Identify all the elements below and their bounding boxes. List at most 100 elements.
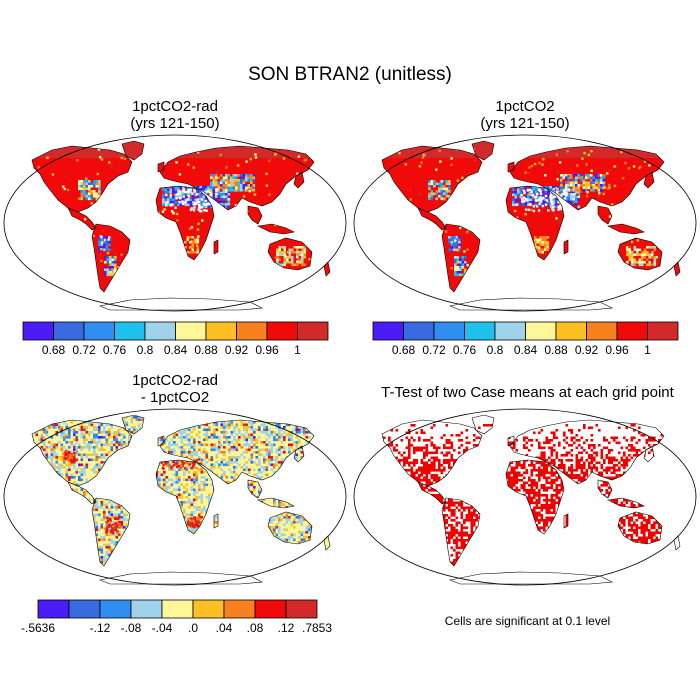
colorbar-diff-label: .7853	[302, 621, 332, 635]
coast-africa	[505, 185, 565, 261]
coastlines	[381, 140, 681, 311]
colorbar-rad-label: 0.84	[164, 343, 188, 357]
coast-eurasia	[509, 145, 665, 211]
coast-japan	[293, 445, 305, 463]
colorbar-rad-label: 0.72	[72, 343, 96, 357]
coast-australia	[617, 237, 663, 271]
colorbar-diff-label: -.12	[90, 621, 111, 635]
colorbar-rad: 0.68 0.72 0.76 0.8 0.84 0.88 0.92 0.96 1	[22, 321, 329, 357]
colorbar-diff-label: .04	[216, 621, 233, 635]
colorbar-ctl-label: 1	[644, 343, 651, 357]
panel-title-ctl-line1: 1pctCO2	[495, 98, 555, 115]
panel-title-ctl: 1pctCO2 (yrs 121-150)	[410, 98, 640, 132]
colorbar-diff-swatch	[223, 599, 256, 619]
colorbar-rad-swatch	[297, 321, 329, 341]
map-ttest	[353, 408, 697, 586]
colorbar-rad-label: 1	[294, 343, 301, 357]
coast-madagascar	[563, 239, 569, 255]
colorbar-rad-swatch	[83, 321, 115, 341]
colorbar-rad-label: 0.92	[225, 343, 249, 357]
coast-namerica	[31, 419, 133, 487]
coast-japan	[643, 171, 655, 189]
coast-uk	[507, 161, 515, 173]
colorbar-ctl-swatch	[464, 321, 496, 341]
colorbar-ctl-swatch	[647, 321, 679, 341]
coast-greenland	[121, 140, 145, 161]
coast-greenland	[471, 140, 495, 161]
coast-madagascar	[213, 513, 219, 529]
coast-samerica	[441, 497, 481, 567]
colorbar-rad-swatch	[22, 321, 54, 341]
coast-japan	[293, 171, 305, 189]
coast-eurasia	[159, 145, 315, 211]
colorbar-ctl-label: 0.88	[544, 343, 568, 357]
coast-greenland	[121, 414, 145, 435]
coast-namerica	[381, 419, 483, 487]
globe-outline	[3, 408, 347, 586]
colorbar-diff-swatch	[161, 599, 194, 619]
coast-seasia	[597, 205, 613, 225]
colorbar-rad-swatch	[175, 321, 207, 341]
panel-title-rad-line1: 1pctCO2-rad	[132, 98, 218, 115]
panel-title-diff-line2: - 1pctCO2	[140, 389, 210, 406]
colorbar-ctl-swatch	[616, 321, 648, 341]
coast-antarctica	[448, 297, 614, 311]
panel-title-ctl-line2: (yrs 121-150)	[480, 115, 570, 132]
map-rad	[3, 134, 347, 312]
coast-australia	[617, 511, 663, 545]
coast-indonesia	[257, 497, 295, 509]
map-diff	[3, 408, 347, 586]
coast-madagascar	[213, 239, 219, 255]
colorbar-ctl-swatch	[525, 321, 557, 341]
colorbar-rad-swatch	[236, 321, 268, 341]
colorbar-diff-label: -.5636	[21, 621, 55, 635]
coast-africa	[155, 459, 215, 535]
colorbar-ctl-label: 0.76	[453, 343, 477, 357]
coast-antarctica	[98, 571, 264, 585]
coast-seasia	[247, 479, 263, 499]
coast-samerica	[91, 223, 131, 293]
colorbar-rad-swatch	[266, 321, 298, 341]
figure-title: SON BTRAN2 (unitless)	[248, 64, 452, 85]
coast-uk	[157, 161, 165, 173]
colorbar-diff-label: .0	[188, 621, 198, 635]
coast-samerica	[441, 223, 481, 293]
colorbar-rad-label: 0.76	[103, 343, 127, 357]
colorbar-ctl: 0.68 0.72 0.76 0.8 0.84 0.88 0.92 0.96 1	[372, 321, 679, 357]
coast-namerica	[31, 145, 133, 213]
coast-camerica	[417, 207, 447, 231]
coast-camerica	[417, 481, 447, 505]
colorbar-diff: -.5636 -.12 -.08 -.04 .0 .04 .08 .12 .7853	[21, 599, 332, 635]
panel-title-ttest: T-Test of two Case means at each grid po…	[381, 384, 674, 401]
colorbar-rad-swatch	[114, 321, 146, 341]
colorbar-ctl-swatch	[586, 321, 618, 341]
coast-australia	[267, 511, 313, 545]
globe-outline	[353, 408, 697, 586]
colorbar-ctl-swatch	[372, 321, 404, 341]
colorbar-ctl-label: 0.72	[422, 343, 446, 357]
colorbar-ctl-swatch	[433, 321, 465, 341]
coast-uk	[157, 435, 165, 447]
colorbar-diff-swatch	[130, 599, 163, 619]
colorbar-rad-swatch	[53, 321, 85, 341]
colorbar-diff-label: .12	[278, 621, 295, 635]
colorbar-diff-swatch	[254, 599, 287, 619]
coast-seasia	[597, 479, 613, 499]
colorbar-diff-swatch	[285, 599, 318, 619]
colorbar-rad-label: 0.88	[194, 343, 218, 357]
colorbar-rad-swatch	[205, 321, 237, 341]
coast-indonesia	[607, 497, 645, 509]
coast-indonesia	[257, 223, 295, 235]
coast-greenland	[471, 414, 495, 435]
colorbar-ctl-label: 0.8	[487, 343, 504, 357]
colorbar-rad-label: 0.68	[42, 343, 66, 357]
colorbar-diff-label: -.04	[152, 621, 173, 635]
colorbar-ctl-swatch	[555, 321, 587, 341]
coast-africa	[505, 459, 565, 535]
panel-title-rad-line2: (yrs 121-150)	[130, 115, 220, 132]
coast-namerica	[381, 145, 483, 213]
colorbar-ctl-swatch	[403, 321, 435, 341]
coast-antarctica	[98, 297, 264, 311]
colorbar-ctl-label: 0.92	[575, 343, 599, 357]
panel-title-diff: 1pctCO2-rad - 1pctCO2	[60, 372, 290, 406]
